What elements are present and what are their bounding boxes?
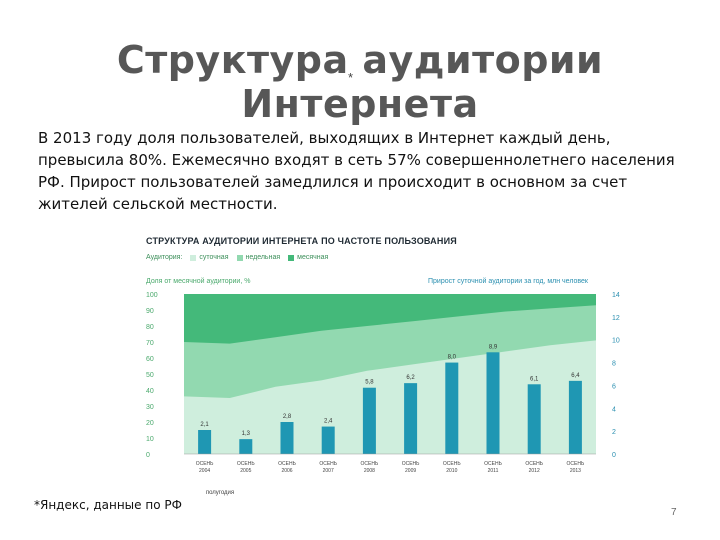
right-tick-label: 2 xyxy=(612,429,616,436)
x-tick-label: 2011 xyxy=(488,468,499,474)
right-axis-caption: Прирост суточной аудитории за год, млн ч… xyxy=(428,278,588,285)
x-tick-label: ОСЕНЬ xyxy=(319,461,337,467)
left-tick-label: 50 xyxy=(146,372,154,379)
x-tick-label: 2013 xyxy=(570,468,581,474)
left-tick-label: 90 xyxy=(146,308,154,315)
bar xyxy=(280,422,294,454)
bar xyxy=(445,362,459,454)
page-number: 7 xyxy=(671,507,677,518)
x-tick-label: 2008 xyxy=(364,468,375,474)
chart-title: СТРУКТУРА АУДИТОРИИ ИНТЕРНЕТА ПО ЧАСТОТЕ… xyxy=(146,236,457,246)
left-tick-label: 30 xyxy=(146,404,154,411)
x-tick-label: ОСЕНЬ xyxy=(237,461,255,467)
x-tick-label: 2009 xyxy=(405,468,416,474)
legend-caption: Аудитория: xyxy=(146,254,183,261)
bar xyxy=(486,352,500,454)
footnote: *Яндекс, данные по РФ xyxy=(34,498,182,512)
x-tick-label: ОСЕНЬ xyxy=(278,461,296,467)
right-tick-label: 10 xyxy=(612,338,620,345)
left-tick-label: 60 xyxy=(146,356,154,363)
left-tick-label: 80 xyxy=(146,324,154,331)
legend-swatch-weekly xyxy=(236,254,243,261)
bar-data-label: 6,4 xyxy=(571,373,580,379)
slide-title: Структура аудитории Интернета xyxy=(116,38,604,126)
chart-plot: 1009080706050403020100141210864202,11,32… xyxy=(146,292,620,496)
left-tick-label: 70 xyxy=(146,340,154,347)
bar xyxy=(321,426,335,454)
x-tick-label: ОСЕНЬ xyxy=(484,461,502,467)
x-tick-label: ОСЕНЬ xyxy=(361,461,379,467)
right-tick-label: 4 xyxy=(612,406,616,413)
legend-label-weekly: недельная xyxy=(245,254,281,261)
bar-data-label: 8,9 xyxy=(489,344,498,350)
x-tick-label: 2004 xyxy=(199,468,210,474)
right-tick-label: 6 xyxy=(612,383,616,390)
bar xyxy=(404,383,418,454)
x-tick-label: 2005 xyxy=(240,468,251,474)
right-tick-label: 0 xyxy=(612,452,616,459)
bar xyxy=(362,387,376,454)
bar-data-label: 2,4 xyxy=(324,419,333,425)
left-tick-label: 0 xyxy=(146,452,150,459)
bar xyxy=(527,384,541,454)
right-tick-label: 12 xyxy=(612,315,620,322)
x-tick-label: 2010 xyxy=(446,468,457,474)
left-tick-label: 20 xyxy=(146,420,154,427)
legend-label-monthly: месячная xyxy=(297,254,329,261)
x-tick-label: ОСЕНЬ xyxy=(402,461,420,467)
legend-label-daily: суточная xyxy=(199,254,229,261)
left-tick-label: 100 xyxy=(146,292,158,299)
x-tick-label: ОСЕНЬ xyxy=(567,461,585,467)
bar-data-label: 1,3 xyxy=(242,431,251,437)
lead-paragraph: В 2013 году доля пользователей, выходящи… xyxy=(38,129,675,213)
left-tick-label: 10 xyxy=(146,436,154,443)
x-tick-label: ОСЕНЬ xyxy=(196,461,214,467)
x-tick-label: ОСЕНЬ xyxy=(443,461,461,467)
x-tick-label: ОСЕНЬ xyxy=(525,461,543,467)
legend-swatch-monthly xyxy=(288,254,295,261)
chart-legend: Аудитория: суточная недельная месячная xyxy=(146,254,328,261)
title-footnote-marker: * xyxy=(348,70,354,85)
bar-data-label: 8,0 xyxy=(448,355,457,361)
bar-data-label: 6,1 xyxy=(530,376,539,382)
x-tick-label: 2012 xyxy=(529,468,540,474)
bar xyxy=(568,380,582,454)
bar-data-label: 5,8 xyxy=(365,380,374,386)
left-axis-caption: Доля от месячной аудитории, % xyxy=(146,278,251,285)
bar-data-label: 2,8 xyxy=(283,414,292,420)
bar xyxy=(198,430,212,454)
x-tick-label: 2006 xyxy=(281,468,292,474)
audience-chart: 100 90 80 70 60 50 40 30 20 10 0 14 12 10 8 6 4 2 0 2,1 1,3 2… xyxy=(140,230,620,500)
right-tick-label: 14 xyxy=(612,292,620,299)
bar xyxy=(239,439,253,454)
legend-swatch-daily xyxy=(190,254,197,261)
bottom-axis-caption: полугодия xyxy=(206,490,234,496)
right-tick-label: 8 xyxy=(612,361,616,368)
left-tick-label: 40 xyxy=(146,388,154,395)
bar-data-label: 6,2 xyxy=(406,375,415,381)
x-tick-label: 2007 xyxy=(323,468,334,474)
bar-data-label: 2,1 xyxy=(200,422,209,428)
